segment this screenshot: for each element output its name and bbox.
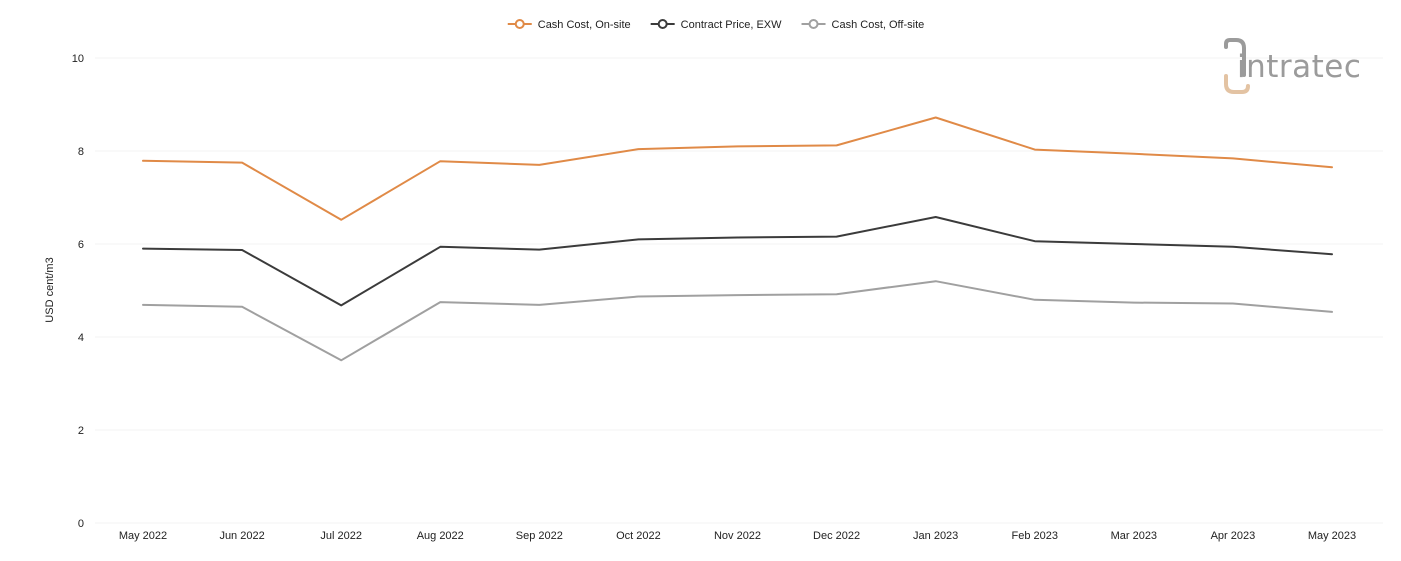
series-line [142,216,1333,307]
y-tick-label: 0 [78,518,84,530]
x-tick-label: Feb 2023 [1012,530,1058,542]
legend-item[interactable]: Cash Cost, On-site [507,19,631,31]
logo-wordmark: intratec [1237,49,1361,85]
legend-label: Cash Cost, On-site [538,19,631,31]
y-tick-label: 10 [72,53,84,65]
y-tick-label: 4 [78,332,84,344]
x-tick-label: Aug 2022 [417,530,464,542]
x-tick-label: Dec 2022 [813,530,860,542]
grid-layer [95,57,1383,524]
y-axis-ticks: 0 2 4 6 8 10 [72,53,84,530]
x-tick-label: Jul 2022 [320,530,362,542]
legend-swatch-marker [514,19,525,29]
x-tick-label: Apr 2023 [1211,530,1256,542]
logo-mark-bottom [1224,74,1250,94]
x-tick-label: Oct 2022 [616,530,661,542]
x-tick-label: Nov 2022 [714,530,761,542]
y-axis-title: USD cent/m3 [44,257,56,322]
legend-item[interactable]: Contract Price, EXW [650,19,782,31]
legend-label: Contract Price, EXW [681,19,782,31]
series-line [142,116,1333,221]
legend-swatch-marker [808,19,819,29]
y-tick-label: 2 [78,425,84,437]
x-tick-label: Mar 2023 [1111,530,1157,542]
x-axis-ticks: May 2022 Jun 2022 Jul 2022 Aug 2022 Sep 2022… [119,530,1356,542]
y-tick-label: 6 [78,239,84,251]
series-layer [142,116,1333,362]
x-tick-label: May 2022 [119,530,167,542]
x-tick-label: Sep 2022 [516,530,563,542]
x-tick-label: Jun 2022 [219,530,264,542]
y-tick-label: 8 [78,146,84,158]
logo-mark-top [1224,38,1246,77]
x-tick-label: May 2023 [1308,530,1356,542]
x-tick-label: Jan 2023 [913,530,958,542]
series-line [142,280,1333,362]
legend[interactable]: Cash Cost, On-site Contract Price, EXW Cas… [507,19,925,31]
legend-item[interactable]: Cash Cost, Off-site [801,19,925,31]
legend-label: Cash Cost, Off-site [832,19,925,31]
intratec-logo: intratec [1224,38,1361,94]
legend-swatch-marker [657,19,668,29]
